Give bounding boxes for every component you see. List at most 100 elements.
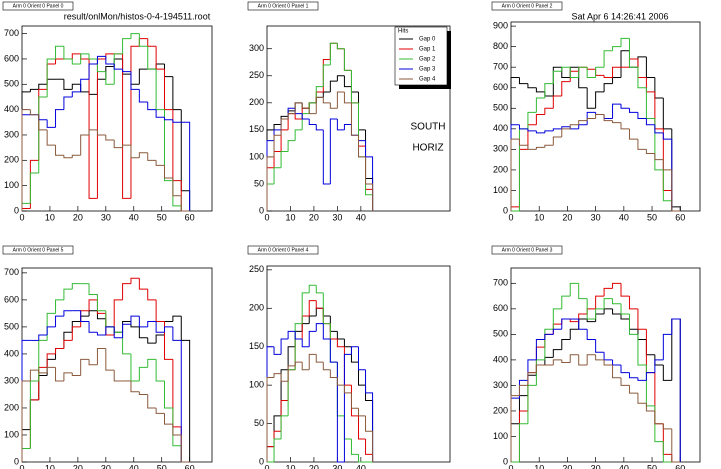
y-tick-label: 300 xyxy=(249,43,264,53)
histogram-bin xyxy=(273,123,282,130)
histogram-bin xyxy=(88,58,98,199)
histogram-bin xyxy=(662,169,672,202)
histogram-bin xyxy=(365,369,374,462)
y-tick-label: 200 xyxy=(4,402,19,412)
histogram-bin xyxy=(180,316,191,462)
histogram-bin xyxy=(620,377,630,386)
histogram-bin xyxy=(280,118,289,136)
histogram-bin xyxy=(322,64,331,87)
histogram-bin xyxy=(322,362,331,371)
histogram-bin xyxy=(138,326,148,339)
y-tick-label: 100 xyxy=(4,180,19,190)
histogram-bin xyxy=(637,377,647,381)
y-tick-label: 0 xyxy=(259,456,264,466)
y-tick-label: 200 xyxy=(4,155,19,165)
histogram-bin xyxy=(130,33,140,39)
histogram-bin xyxy=(180,195,190,212)
histogram-bin xyxy=(552,308,562,330)
y-tick-label: 500 xyxy=(4,79,19,89)
y-tick-label: 250 xyxy=(249,264,264,274)
histogram-bin xyxy=(164,321,173,360)
histogram-bin xyxy=(71,154,81,158)
histogram-bin xyxy=(138,366,148,381)
histogram-bin xyxy=(46,58,56,97)
histogram-bin xyxy=(586,67,596,78)
histogram-bin xyxy=(552,66,562,96)
y-tick-label: 600 xyxy=(493,82,508,92)
histogram-bin xyxy=(46,129,56,146)
histogram-bin xyxy=(172,424,182,436)
histogram-bin xyxy=(46,119,56,128)
histogram-bin xyxy=(595,295,605,309)
histogram-bin xyxy=(155,109,165,118)
histogram-bin xyxy=(280,150,289,168)
histogram-bin xyxy=(595,91,605,109)
histogram-bin xyxy=(535,113,545,125)
histogram-bin xyxy=(294,323,303,370)
histogram-bin xyxy=(63,46,73,60)
histogram-bin xyxy=(113,53,123,85)
histogram-bin xyxy=(586,329,596,340)
histogram-bin xyxy=(46,353,56,368)
panel-title: Arm 0 Orient 0 Panel 3 xyxy=(502,248,553,254)
histogram-bin xyxy=(358,454,366,463)
histogram-bin xyxy=(654,118,664,171)
histogram-bin xyxy=(637,308,647,330)
y-tick-label: 600 xyxy=(4,53,19,63)
histogram-bin xyxy=(71,283,81,290)
histogram-bin xyxy=(147,152,157,161)
histogram-bin xyxy=(164,117,173,121)
histogram-bin xyxy=(29,88,39,92)
histogram-bin xyxy=(180,434,190,463)
x-tick-label: 20 xyxy=(309,463,319,469)
x-tick-label: 0 xyxy=(19,212,24,222)
histogram-bin xyxy=(603,114,613,122)
panel-title-box xyxy=(2,245,74,255)
histogram-bin xyxy=(620,37,630,47)
histogram-bin xyxy=(308,119,317,125)
x-tick-label: 50 xyxy=(157,212,167,222)
legend-label: Gap 2 xyxy=(419,57,436,63)
histogram-bin xyxy=(29,369,39,381)
y-tick-label: 0 xyxy=(503,456,508,466)
histogram-bin xyxy=(88,63,98,80)
histogram-bin xyxy=(29,172,39,204)
histogram-bin xyxy=(578,283,588,300)
x-tick-label: 20 xyxy=(73,212,83,222)
y-tick-label: 0 xyxy=(503,205,508,215)
histogram-bin xyxy=(287,365,296,382)
histogram-bin xyxy=(620,122,630,130)
y-tick-label: 300 xyxy=(4,375,19,385)
histogram-bin xyxy=(147,46,157,70)
y-tick-label: 300 xyxy=(493,144,508,154)
histogram-bin xyxy=(105,326,115,336)
histogram-bin xyxy=(96,129,106,136)
x-tick-label: 40 xyxy=(129,463,139,469)
x-tick-label: 30 xyxy=(101,212,111,222)
histogram-bin xyxy=(358,415,366,440)
histogram-bin xyxy=(46,366,56,373)
histogram-bin xyxy=(561,295,571,309)
y-tick-label: 700 xyxy=(493,62,508,72)
y-tick-label: 400 xyxy=(4,104,19,114)
y-tick-label: 0 xyxy=(259,205,264,215)
histogram-bin xyxy=(662,441,672,463)
histogram-bin xyxy=(130,71,140,90)
histogram-bin xyxy=(612,365,622,379)
histogram-bin xyxy=(561,126,571,129)
histogram-bin xyxy=(645,149,655,154)
histogram-bin xyxy=(266,156,275,211)
y-tick-label: 300 xyxy=(4,129,19,139)
y-tick-label: 500 xyxy=(493,329,508,339)
histogram-bin xyxy=(561,359,571,363)
histogram-bin xyxy=(287,140,296,152)
histogram-bin xyxy=(138,152,148,158)
histogram-bin xyxy=(294,102,303,114)
histogram-bin xyxy=(315,354,324,363)
panel-title: Arm 0 Orient 0 Panel 1 xyxy=(258,4,309,10)
histogram-bin xyxy=(343,123,352,130)
histogram-bin xyxy=(155,407,165,414)
